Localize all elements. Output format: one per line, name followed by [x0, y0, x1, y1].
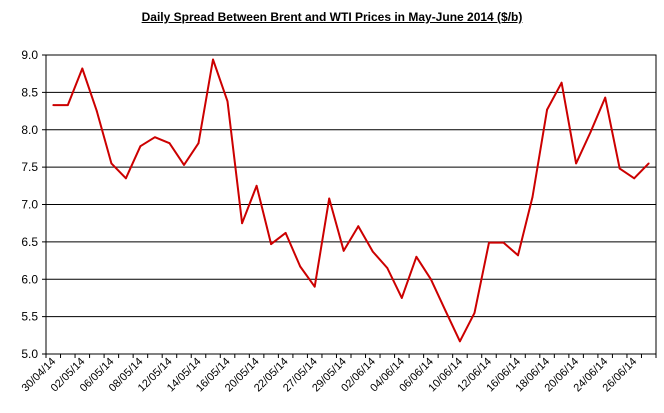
- data-point: [342, 249, 345, 252]
- chart-title: Daily Spread Between Brent and WTI Price…: [141, 10, 523, 24]
- data-point: [81, 67, 84, 70]
- data-point: [473, 311, 476, 314]
- series-line: [53, 58, 650, 343]
- y-tick-label: 6.0: [21, 272, 38, 286]
- y-tick-label: 9.0: [21, 48, 38, 62]
- data-point: [459, 340, 461, 343]
- data-point: [386, 267, 389, 269]
- data-point: [618, 167, 621, 170]
- data-point: [197, 142, 200, 145]
- data-point: [241, 222, 243, 225]
- data-point: [183, 163, 185, 166]
- data-point: [168, 142, 171, 145]
- y-tick-label: 8.0: [21, 123, 38, 137]
- data-point: [284, 232, 287, 234]
- data-point: [124, 177, 127, 180]
- data-point: [357, 225, 360, 228]
- y-tick-label: 5.5: [21, 310, 38, 324]
- data-point: [531, 196, 534, 198]
- data-point: [415, 255, 418, 258]
- data-point: [502, 241, 505, 244]
- data-point: [226, 100, 229, 103]
- data-point: [110, 162, 113, 165]
- data-point: [371, 250, 374, 253]
- data-point: [517, 254, 519, 257]
- data-point: [400, 297, 403, 299]
- data-point: [95, 110, 98, 112]
- y-tick-label: 6.5: [21, 235, 38, 249]
- data-point: [270, 243, 273, 246]
- x-axis-tick-labels: 30/04/1402/05/1406/05/1408/05/1412/05/14…: [20, 356, 640, 395]
- data-point: [255, 184, 258, 187]
- data-point: [444, 309, 447, 312]
- y-axis-tick-labels: 5.0 5.5 6.0 6.5 7.0 7.5 8.0 8.5 9.0: [21, 48, 38, 361]
- data-point: [52, 104, 55, 106]
- data-point: [299, 265, 302, 268]
- data-point: [313, 285, 316, 288]
- data-point: [604, 96, 607, 99]
- data-point: [429, 278, 432, 281]
- y-tick-label: 8.5: [21, 85, 38, 99]
- data-point: [154, 136, 156, 139]
- data-point: [647, 162, 650, 165]
- y-tick-label: 7.5: [21, 160, 38, 174]
- data-point: [139, 145, 142, 148]
- axes: [42, 54, 657, 358]
- series: [52, 58, 650, 343]
- data-point: [66, 104, 69, 106]
- data-point: [488, 241, 490, 244]
- data-point: [575, 162, 578, 165]
- data-point: [546, 108, 548, 111]
- y-tick-label: 7.0: [21, 198, 38, 212]
- y-tick-label: 5.0: [21, 347, 38, 361]
- data-point: [212, 58, 214, 61]
- data-point: [633, 177, 636, 180]
- data-point: [589, 131, 592, 133]
- data-point: [328, 197, 331, 200]
- data-point: [560, 81, 563, 84]
